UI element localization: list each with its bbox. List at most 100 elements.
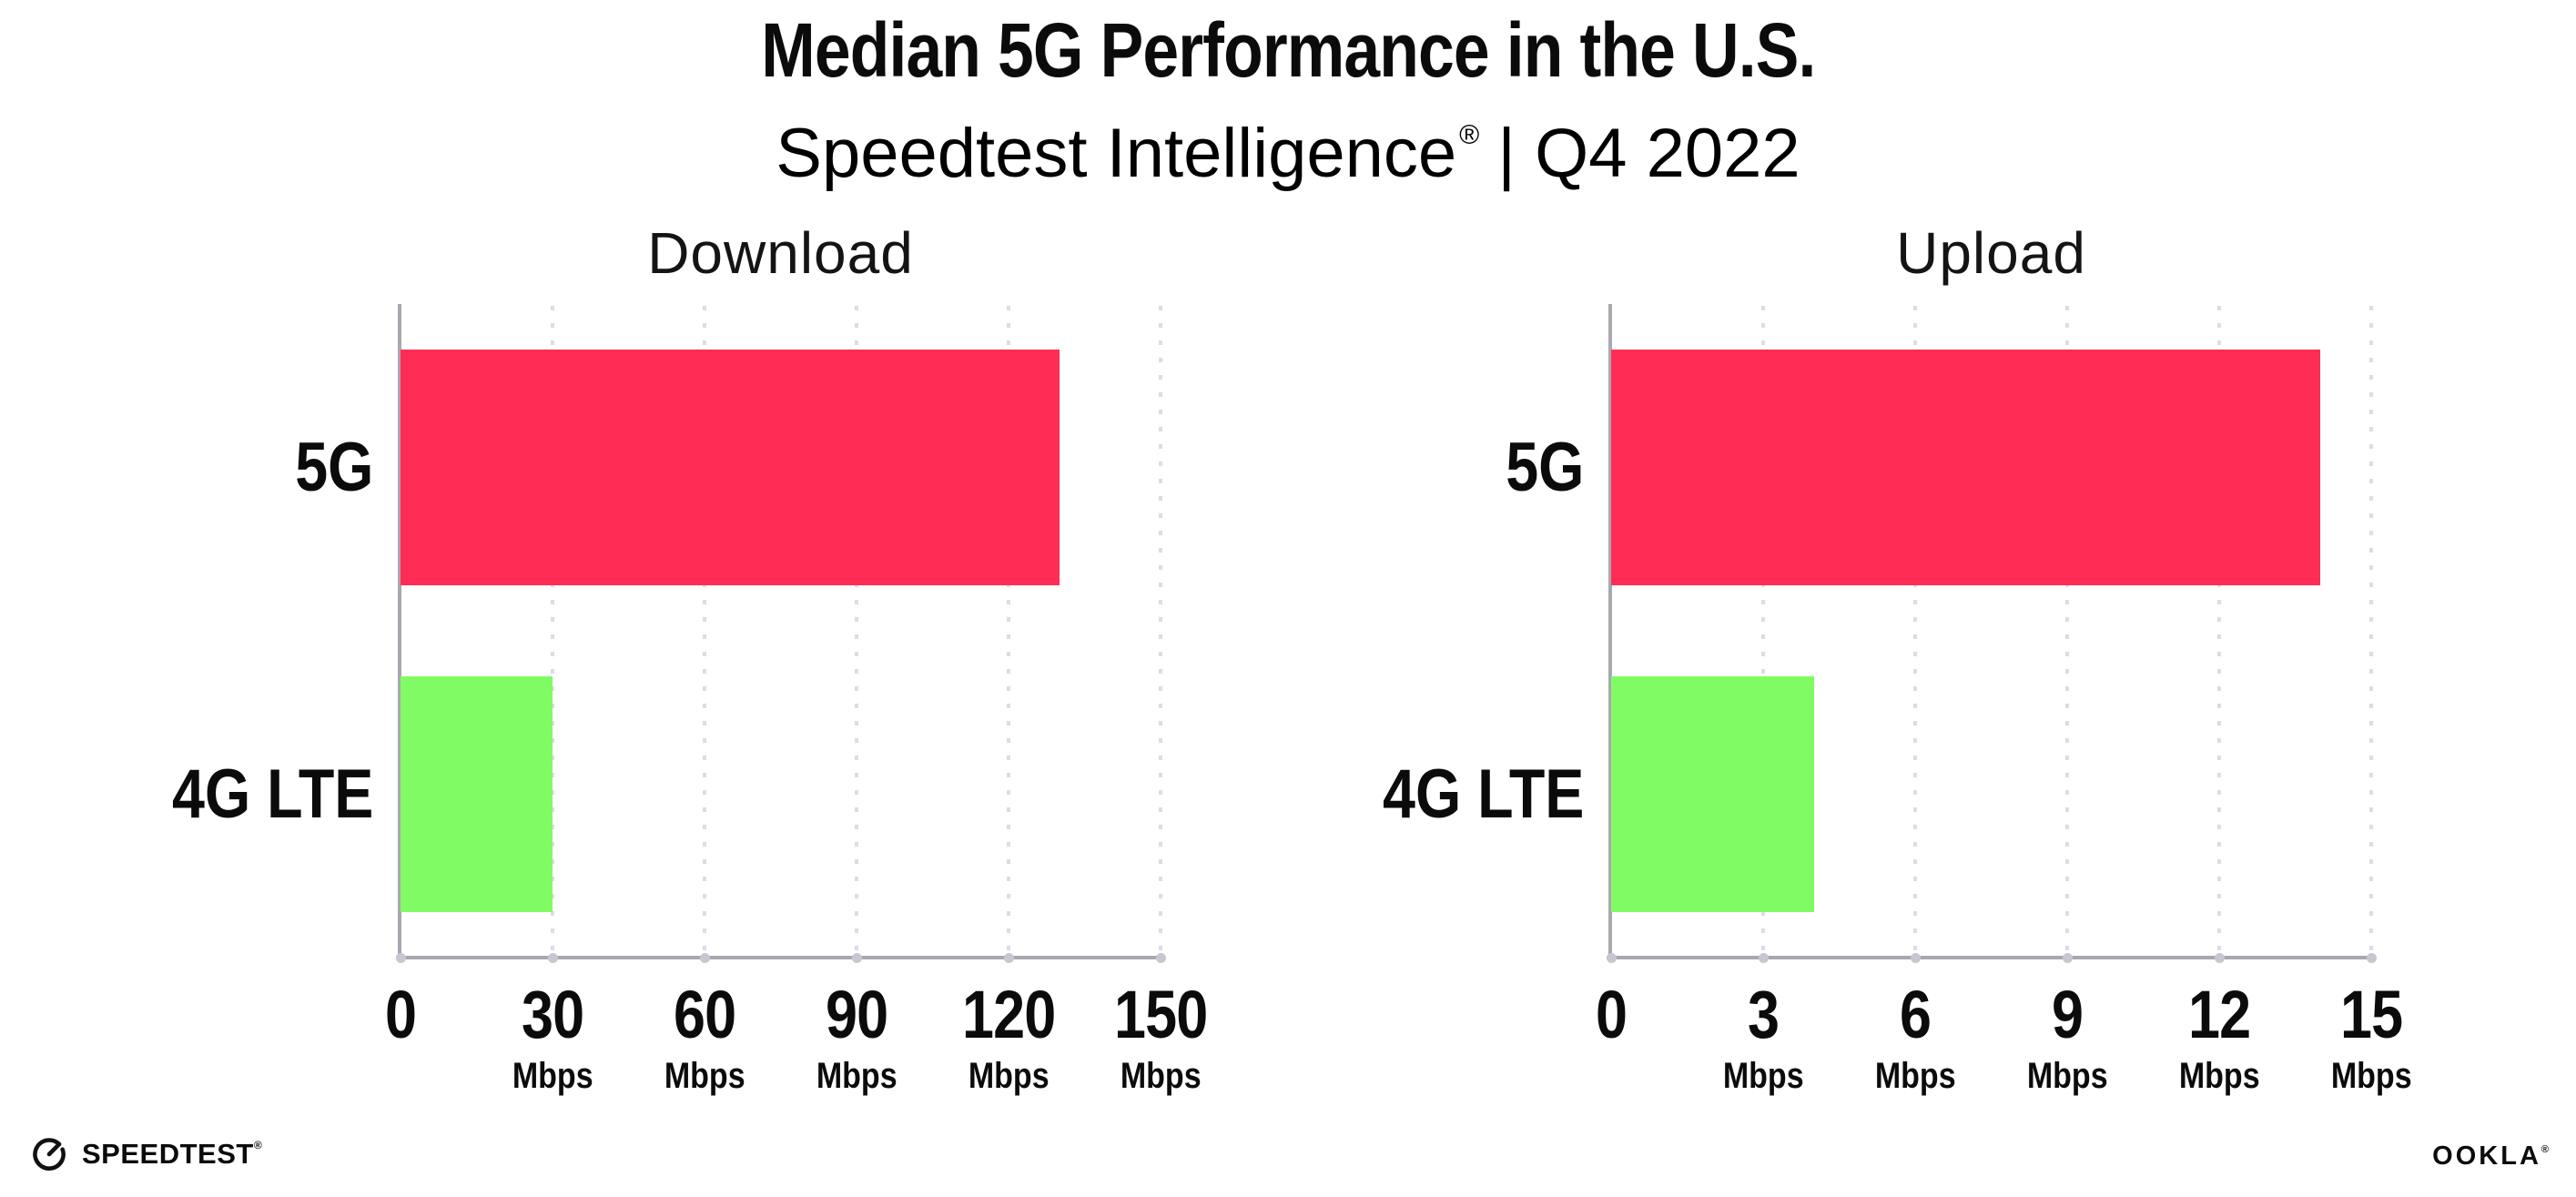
tick-unit-text: Mbps xyxy=(1722,1056,1804,1096)
upload-gridline-15-mbps xyxy=(2369,306,2373,958)
upload-axis-tick-dot-12 xyxy=(2215,953,2225,963)
speedtest-registered-mark: ® xyxy=(253,1139,263,1151)
upload-x-tick-value-12: 12 xyxy=(2119,981,2319,1049)
download-x-tick-30: 30 Mbps xyxy=(452,977,653,1097)
tick-unit-text: Mbps xyxy=(968,1056,1050,1096)
download-x-tick-120: 120 Mbps xyxy=(908,981,1109,1097)
upload-x-tick-value-9: 9 xyxy=(1967,981,2167,1049)
download-x-tick-150: 150 Mbps xyxy=(1060,981,1261,1097)
tick-number-text: 9 xyxy=(2051,977,2084,1052)
download-x-axis-line xyxy=(396,956,1164,959)
download-x-tick-unit-30: Mbps xyxy=(452,1056,653,1096)
download-x-tick-0: 0 xyxy=(300,981,501,1049)
upload-x-tick-6: 6 Mbps xyxy=(1815,981,2015,1097)
upload-gridline-12-mbps xyxy=(2217,306,2221,958)
upload-x-tick-15: 15 Mbps xyxy=(2271,981,2471,1097)
upload-x-tick-3: 3 Mbps xyxy=(1663,981,1863,1097)
tick-unit-text: Mbps xyxy=(2330,1056,2412,1096)
upload-x-tick-value-6: 6 xyxy=(1815,981,2015,1049)
chart-1: Upload 5G 4G LTE 0 3 Mbps 6 Mbps 9 Mbps 12 Mbps 15… xyxy=(1383,0,2412,1197)
download-x-axis-labels: 0 30 Mbps 60 Mbps 90 Mbps 120 Mbps 150 Mbps xyxy=(385,977,1208,1172)
tick-number-text: 150 xyxy=(1113,977,1208,1052)
download-x-tick-value-60: 60 xyxy=(604,981,805,1049)
category-label-text: 4G LTE xyxy=(1382,755,1584,833)
download-axis-tick-dot-150 xyxy=(1156,953,1166,963)
tick-number-text: 60 xyxy=(673,977,736,1052)
upload-y-axis-line xyxy=(1608,304,1612,958)
download-category-label-4g-lte: 4G LTE xyxy=(137,755,373,833)
download-x-tick-value-120: 120 xyxy=(908,981,1109,1049)
chart-0: Download 5G 4G LTE 0 30 Mbps 60 Mbps 90 Mbps 120… xyxy=(172,0,1208,1197)
download-category-label-5g: 5G xyxy=(281,431,373,504)
upload-x-tick-value-15: 15 xyxy=(2271,981,2471,1049)
tick-number-text: 0 xyxy=(1595,977,1628,1052)
speedtest-wordmark: SPEEDTEST® xyxy=(82,1138,262,1171)
download-x-tick-60: 60 Mbps xyxy=(604,981,805,1097)
download-axis-tick-dot-120 xyxy=(1004,953,1014,963)
tick-unit-text: Mbps xyxy=(2026,1056,2108,1096)
upload-chart-title: Upload xyxy=(1611,217,2371,289)
upload-axis-tick-dot-0 xyxy=(1607,953,1617,963)
upload-gridline-9-mbps xyxy=(2065,306,2069,958)
upload-x-tick-12: 12 Mbps xyxy=(2119,981,2319,1097)
upload-x-tick-unit-15: Mbps xyxy=(2271,1056,2471,1096)
upload-axis-tick-dot-6 xyxy=(1911,953,1921,963)
upload-x-tick-value-3: 3 xyxy=(1663,981,1863,1049)
download-gridline-150-mbps xyxy=(1159,306,1162,958)
subtitle-brand: Speedtest Intelligence xyxy=(776,115,1457,192)
category-label-text: 4G LTE xyxy=(171,755,373,833)
download-x-tick-unit-150: Mbps xyxy=(1060,1056,1261,1096)
upload-gridline-3-mbps xyxy=(1761,306,1765,958)
download-x-tick-unit-120: Mbps xyxy=(908,1056,1109,1096)
download-x-tick-unit-60: Mbps xyxy=(604,1056,805,1096)
tick-number-text: 30 xyxy=(521,977,584,1052)
tick-unit-text: Mbps xyxy=(1120,1056,1202,1096)
upload-x-axis-labels: 0 3 Mbps 6 Mbps 9 Mbps 12 Mbps 15 Mbps xyxy=(1596,981,2411,1172)
tick-number-text: 15 xyxy=(2339,977,2403,1052)
download-x-tick-value-0: 0 xyxy=(300,981,501,1049)
download-axis-tick-dot-30 xyxy=(548,953,558,963)
tick-unit-text: Mbps xyxy=(512,1056,593,1096)
ookla-wordmark-text: OOKLA xyxy=(2432,1141,2541,1171)
upload-category-label-5g: 5G xyxy=(1492,431,1584,504)
category-label-text: 5G xyxy=(294,428,373,506)
upload-gridline-6-mbps xyxy=(1913,306,1917,958)
download-x-tick-value-90: 90 xyxy=(756,981,957,1049)
tick-number-text: 120 xyxy=(961,977,1056,1052)
upload-chart-title-text: Upload xyxy=(1896,220,2086,286)
tick-unit-text: Mbps xyxy=(816,1056,898,1096)
download-chart-title-text: Download xyxy=(647,220,914,286)
download-plot-area xyxy=(396,304,1166,963)
category-label-text: 5G xyxy=(1505,428,1584,506)
speedtest-wordmark-text: SPEEDTEST xyxy=(82,1138,254,1170)
download-gridline-120-mbps xyxy=(1007,306,1010,958)
download-gridline-90-mbps xyxy=(855,306,858,958)
subtitle: Speedtest Intelligence ® | Q4 2022 xyxy=(0,93,2576,197)
tick-number-text: 0 xyxy=(384,977,417,1052)
download-chart-title: Download xyxy=(401,217,1161,289)
upload-x-tick-unit-6: Mbps xyxy=(1815,1056,2015,1096)
upload-bar-4g-lte xyxy=(1611,676,1814,912)
tick-number-text: 90 xyxy=(825,977,888,1052)
upload-x-tick-9: 9 Mbps xyxy=(1967,981,2167,1097)
upload-plot-area xyxy=(1607,304,2377,963)
main-title-text: Median 5G Performance in the U.S. xyxy=(760,7,1816,93)
tick-unit-text: Mbps xyxy=(664,1056,745,1096)
upload-category-label-4g-lte: 4G LTE xyxy=(1347,755,1584,833)
download-bar-4g-lte xyxy=(401,676,553,912)
upload-bar-5g xyxy=(1611,350,2321,585)
upload-x-tick-value-0: 0 xyxy=(1511,981,1711,1049)
tick-number-text: 12 xyxy=(2187,977,2251,1052)
upload-x-tick-unit-3: Mbps xyxy=(1663,1056,1863,1096)
upload-axis-tick-dot-3 xyxy=(1759,953,1769,963)
upload-axis-tick-dot-9 xyxy=(2063,953,2073,963)
upload-x-tick-unit-9: Mbps xyxy=(1967,1056,2167,1096)
subtitle-period: | Q4 2022 xyxy=(1497,115,1800,192)
download-axis-tick-dot-90 xyxy=(852,953,862,963)
download-bar-5g xyxy=(401,350,1060,585)
ookla-logo: OOKLA® xyxy=(2432,1141,2549,1172)
tick-number-text: 6 xyxy=(1899,977,1932,1052)
download-gridline-30-mbps xyxy=(551,306,554,958)
download-x-tick-value-150: 150 xyxy=(1060,981,1261,1049)
tick-number-text: 3 xyxy=(1747,977,1780,1052)
